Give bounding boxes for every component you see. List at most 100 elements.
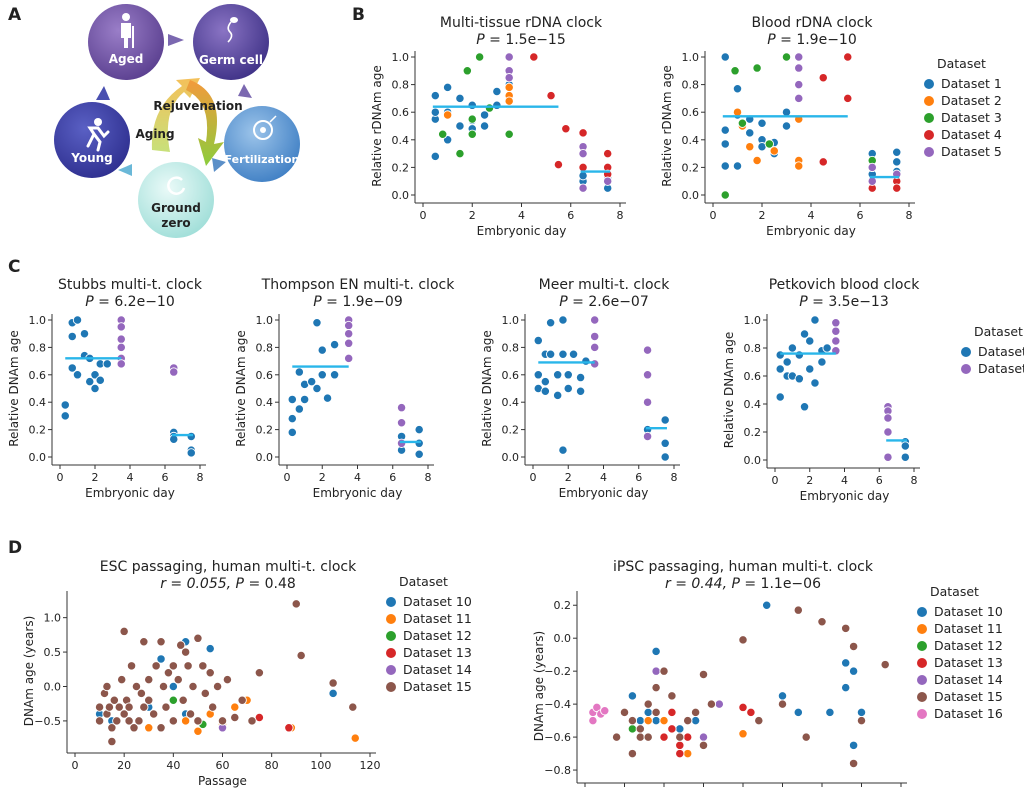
data-point: [883, 427, 893, 437]
zero-label: zero: [161, 216, 190, 230]
data-point: [900, 452, 910, 462]
data-point: [430, 151, 440, 162]
legend-marker: [917, 641, 927, 651]
data-point: [344, 353, 354, 364]
y-tick-label: 0.2: [502, 424, 520, 437]
data-point: [180, 716, 191, 726]
data-point: [738, 635, 748, 645]
y-tick-label: 0.5: [44, 646, 62, 659]
legend-marker: [917, 607, 927, 617]
legend-title: Dataset: [974, 324, 1023, 339]
y-tick-label: −0.6: [544, 731, 571, 744]
data-point: [558, 445, 568, 455]
data-point: [714, 699, 724, 709]
data-point: [818, 73, 828, 83]
y-tick-label: 0.6: [256, 369, 274, 382]
panel-a-diagram: A Aged: [8, 4, 300, 238]
x-tick-label: 15: [697, 789, 711, 791]
data-point: [588, 715, 598, 726]
x-tick-label: 6: [162, 471, 169, 484]
x-axis-label: Embryonic day: [477, 224, 567, 238]
data-point: [848, 740, 859, 750]
data-point: [168, 681, 178, 692]
data-point: [124, 702, 134, 712]
y-tick-label: 0.6: [744, 370, 762, 383]
data-point: [777, 691, 788, 701]
legend-entry: Dataset 5: [978, 361, 1024, 376]
y-tick-label: 0.0: [744, 454, 762, 467]
data-point: [643, 732, 653, 742]
data-point: [168, 716, 178, 726]
data-point: [782, 357, 792, 367]
data-point: [237, 695, 247, 705]
data-point: [134, 716, 144, 726]
data-point: [185, 709, 196, 719]
data-point: [843, 52, 853, 62]
data-point: [414, 449, 424, 459]
data-point: [752, 155, 762, 166]
legend-marker: [917, 658, 927, 668]
data-point: [144, 695, 154, 705]
germ-cell-node: [193, 4, 269, 80]
y-tick-label: 0.4: [502, 396, 520, 409]
data-point: [247, 716, 257, 726]
x-tick-label: 5: [621, 789, 628, 791]
data-point: [817, 357, 827, 367]
y-axis-label: Relative DNAm age: [7, 330, 21, 447]
data-point: [732, 161, 743, 171]
x-tick-label: 25: [776, 789, 790, 791]
data-point: [119, 709, 129, 719]
data-point: [116, 322, 126, 332]
data-point: [856, 707, 867, 718]
legend-entry: Dataset 14: [934, 672, 1003, 687]
data-point: [455, 93, 465, 104]
legend-entry: Dataset 15: [403, 679, 472, 694]
data-point: [651, 715, 661, 726]
data-point: [72, 370, 83, 380]
data-point: [533, 370, 543, 380]
legend-marker: [386, 597, 396, 607]
data-point: [136, 688, 147, 699]
data-point: [659, 732, 669, 742]
y-tick-label: 0.6: [502, 369, 520, 382]
data-point: [540, 376, 550, 387]
data-point: [706, 699, 717, 709]
y-tick-label: 0.0: [554, 632, 572, 645]
chart-stat: P = 3.5e−13: [799, 294, 889, 310]
data-point: [504, 82, 514, 93]
data-point: [504, 52, 514, 62]
data-point: [178, 695, 188, 705]
x-tick-label: 4: [354, 471, 361, 484]
data-point: [484, 103, 495, 113]
data-point: [474, 52, 485, 62]
chart-stat: P = 1.5e−15: [476, 32, 566, 48]
data-point: [794, 350, 804, 360]
legend-marker: [386, 631, 396, 641]
x-tick-label: 80: [265, 759, 279, 772]
x-tick-label: 8: [911, 474, 918, 487]
data-point: [660, 438, 670, 448]
legend-entry: Dataset 11: [934, 621, 1003, 636]
germ-cell-label: Germ cell: [199, 53, 263, 67]
x-axis-label: Embryonic day: [800, 489, 890, 503]
data-point: [60, 400, 70, 410]
data-point: [200, 688, 210, 699]
data-point: [642, 345, 653, 355]
data-point: [590, 359, 600, 369]
data-point: [284, 723, 294, 733]
x-tick-label: 2: [92, 471, 99, 484]
data-point: [533, 335, 543, 346]
data-point: [810, 378, 820, 388]
legend-marker: [961, 347, 971, 357]
data-point: [553, 159, 564, 170]
chart-title: ESC passaging, human multi-t. clock: [100, 559, 357, 575]
data-point: [720, 125, 730, 135]
data-point: [467, 129, 477, 139]
data-point: [294, 404, 304, 414]
x-tick-label: 2: [759, 209, 766, 222]
x-tick-label: 0: [530, 471, 537, 484]
data-point: [627, 715, 638, 726]
arrow-aged-to-germ: [168, 34, 184, 46]
y-axis-label: Relative DNAm age: [722, 332, 736, 449]
data-point: [831, 336, 841, 346]
